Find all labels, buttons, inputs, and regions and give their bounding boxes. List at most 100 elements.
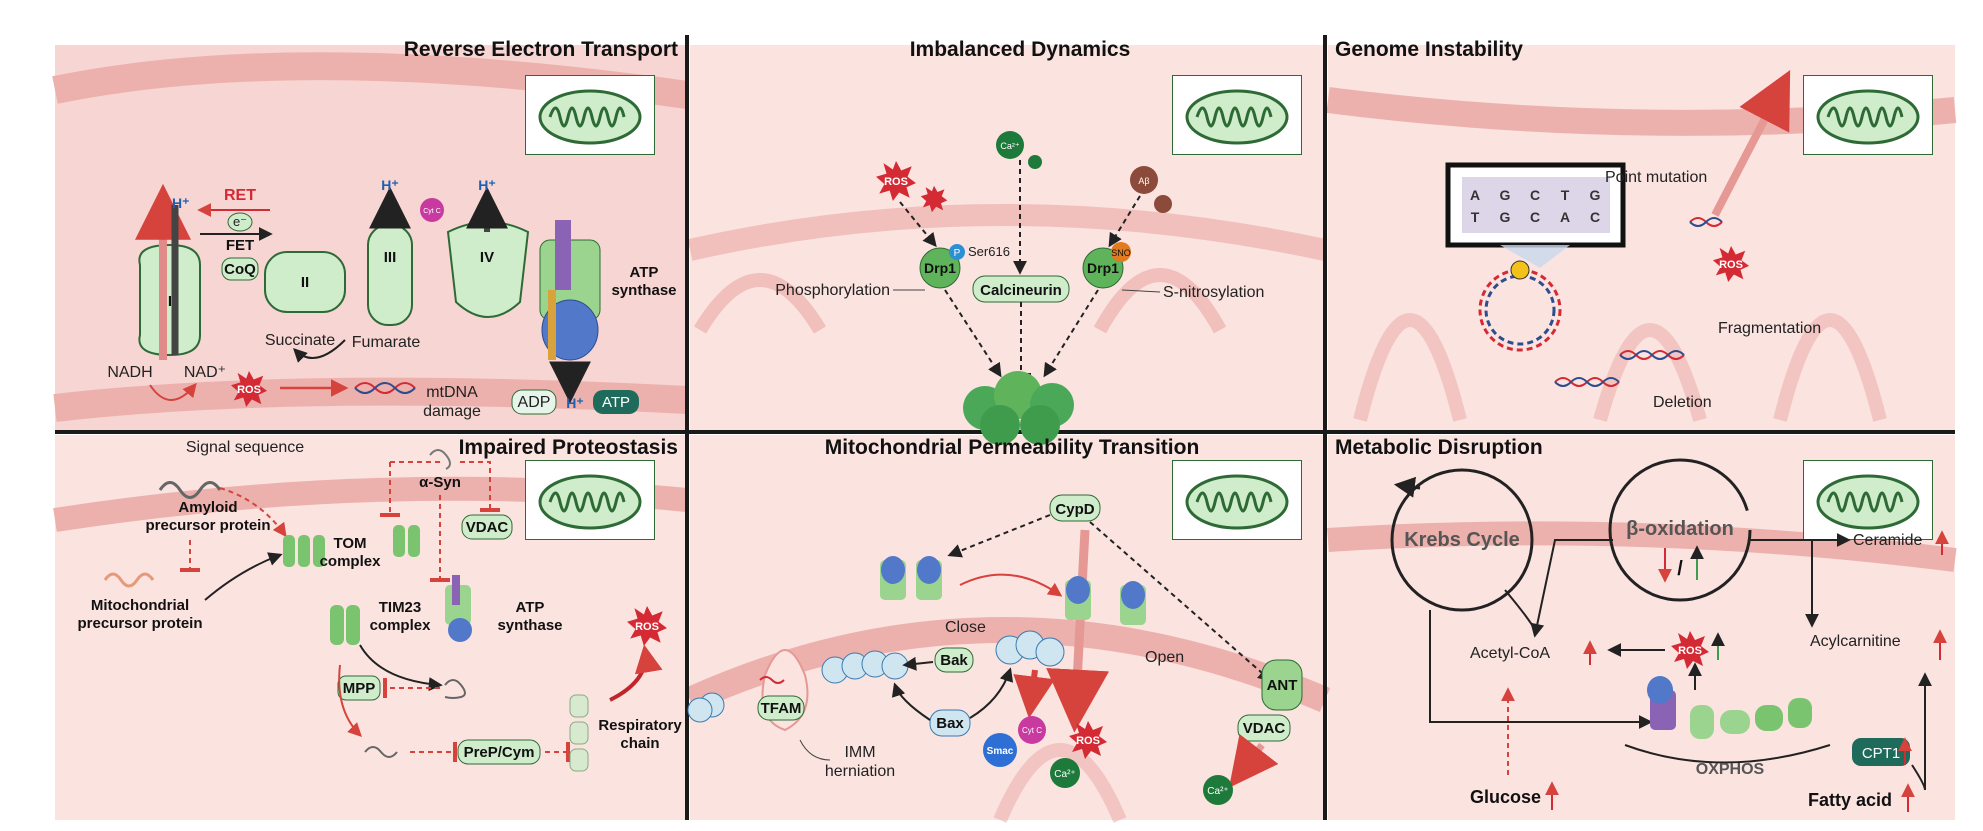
atp-badge [593,390,639,414]
mitochondrion-inset-icon [1172,460,1302,540]
bak-arrow [902,656,934,671]
release-arrow [1013,669,1056,719]
fatty-acid-label: Fatty acid [1808,790,1892,810]
ser616-label: Ser616 [968,244,1010,259]
precursor-chain-icon [103,572,155,588]
nad-label: NAD⁺ [184,364,226,381]
closed-pore-icon [880,556,942,600]
cpt1-label: CPT1 [1862,745,1900,762]
s-nitrosylation-label: S-nitrosylation [1163,284,1264,301]
cleaved-peptide-icon [364,746,398,758]
acetyl-coa-label: Acetyl-CoA [1470,645,1550,662]
calcium-label-mpt: Ca²⁺ [1054,769,1075,780]
calcium-label-dyn: Ca²⁺ [1000,141,1020,151]
complex-ii: II [264,251,346,313]
ros-label-ret: ROS [237,384,261,396]
beta-ox-circle [1608,458,1752,602]
krebs-cycle-arrow-icon [1393,476,1421,498]
svg-text:A: A [1470,187,1480,203]
cytc-icon [1018,716,1046,744]
mpp-cleavage-arrow [338,664,362,737]
electron-label: e⁻ [233,214,247,229]
panel-title-ret: Reverse Electron Transport [404,38,678,61]
phosphorylation-label: Phosphorylation [775,282,890,299]
proton-label-iii: H⁺ [381,177,399,193]
drp1-right-label: Drp1 [1087,260,1119,276]
close-label: Close [945,619,986,636]
oxphos-label: OXPHOS [1696,761,1765,778]
svg-text:A: A [1560,209,1570,225]
calcium-ion-icon [996,131,1024,159]
krebs-cycle-circle [1390,468,1534,612]
tim23-to-matrix-arrow [359,644,443,692]
smac-label: Smac [987,746,1014,757]
imm-label-2: herniation [825,763,895,780]
sequence-top-row: A G C T G [1470,187,1601,203]
complex-iv: IV [446,221,530,318]
app-import-arrow [219,487,287,538]
phospho-icon [949,244,965,260]
sno-icon [1111,242,1131,262]
fet-label: FET [226,237,254,254]
panel-reverse-electron-transport: Reverse Electron Transport I H⁺ RET e⁻ F… [107,38,678,420]
calcium-ion-icon [1050,758,1080,788]
opening-arrow [959,573,1063,597]
chain-to-ros-arrow [609,644,663,702]
krebs-to-acetylcoa [1504,589,1536,631]
asyn-inhibit-vdac [460,461,500,512]
atp-synthase-label-1: ATP [630,264,659,281]
mitochondrion-inset-icon [1803,460,1933,540]
alpha-syn-icon [429,449,451,470]
panel-metabolic-disruption: Metabolic Disruption Krebs Cycle β-oxida… [1335,436,1949,812]
cytc-label-mpt: Cyt C [1022,726,1042,735]
coq-label: CoQ [224,261,256,278]
calcineurin-label: Calcineurin [980,282,1062,299]
bax-arrow-left [891,682,931,721]
ret-label: RET [224,187,256,204]
panel-title-metabolic: Metabolic Disruption [1335,436,1543,459]
phospho-label: P [954,248,961,259]
panel-genome-instability: Genome Instability A G C T G T G C A C P… [1335,38,1933,411]
drp1-left-icon [919,247,961,289]
atp-synthase-label-2: synthase [611,282,676,299]
mito-precursor-label-2: precursor protein [77,615,202,632]
sno-label: SNO [1111,248,1131,258]
krebs-to-oxphos-arrow [1429,610,1653,729]
bax-arrow-right [969,667,1014,719]
calcium-label-efflux: Ca²⁺ [1207,786,1228,797]
glucose-label: Glucose [1470,787,1541,807]
cytc-icon [420,198,444,222]
precursor-import-arrow [204,552,283,601]
svg-text:T: T [1561,187,1570,203]
oligomer-left-icon [821,650,909,684]
abeta-to-drp1-arrow [1108,195,1141,248]
aggregate-icon [444,679,466,699]
svg-text:III: III [384,249,397,266]
cpt1-badge [1852,738,1910,766]
fragmentation-label: Fragmentation [1718,320,1821,337]
nadh-label: NADH [107,364,152,381]
panel-impaired-proteostasis: Impaired Proteostasis Signal sequence Am… [77,436,682,772]
mtdna-damage-label-2: damage [423,403,481,420]
open-pore-icon [1065,576,1146,625]
ros-label-met: ROS [1678,645,1702,657]
svg-text:C: C [1530,209,1540,225]
calcium-efflux-icon [1203,775,1233,805]
small-dna-icon [1689,217,1723,227]
panel-title-mpt: Mitochondrial Permeability Transition [825,436,1200,459]
krebs-label: Krebs Cycle [1404,529,1520,551]
svg-text:C: C [1590,209,1600,225]
svg-text:I: I [168,293,172,310]
abeta-icon [1130,166,1158,194]
mito-precursor-label-1: Mitochondrial [91,597,189,614]
drp1-right-to-fission [1043,289,1099,378]
ros-to-drp1-arrow [899,201,937,248]
oxphos-complex-icon [1647,676,1812,739]
tfam-label: TFAM [761,700,802,717]
respiratory-chain-icon [569,694,589,772]
dna-sequence-box [1445,162,1626,248]
succinate-cycle-arrow [293,339,346,363]
drp1-left-label: Drp1 [924,260,956,276]
svg-text:IV: IV [480,249,494,266]
